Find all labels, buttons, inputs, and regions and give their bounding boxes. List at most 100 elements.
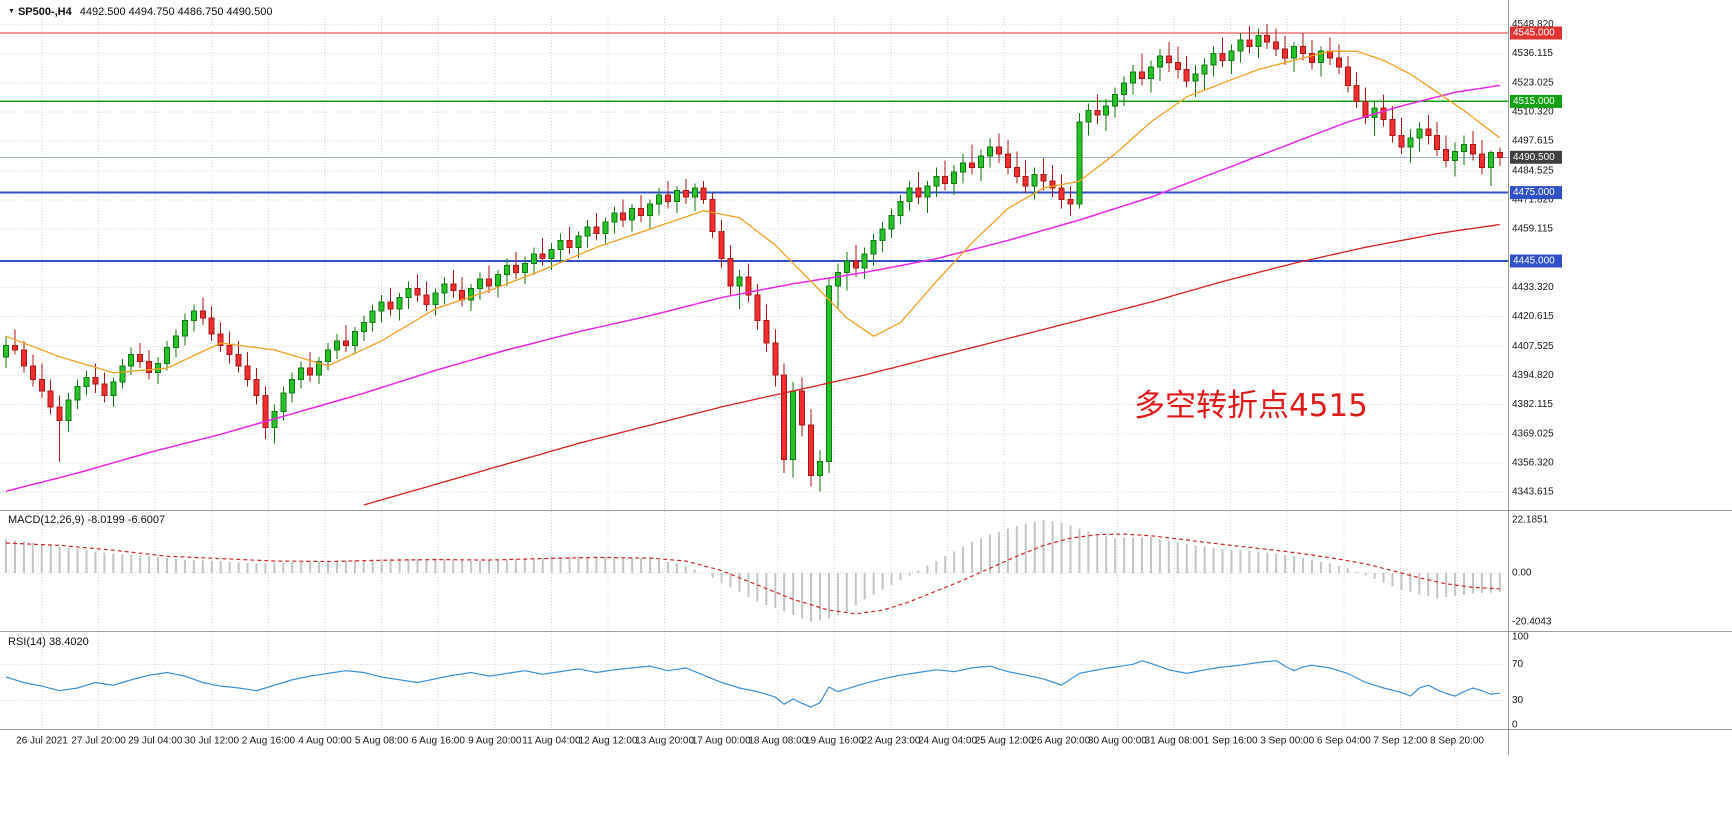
candle-body xyxy=(101,383,108,397)
price-line-badge[interactable] xyxy=(1510,94,1562,108)
rsi-tick-label: 0 xyxy=(1512,720,1518,731)
candle-body xyxy=(754,294,761,321)
candle-body xyxy=(1407,137,1414,148)
candle-body xyxy=(691,187,698,198)
time-label: 8 Sep 20:00 xyxy=(1430,736,1484,747)
candle-body xyxy=(700,187,707,200)
candle-body xyxy=(843,260,850,273)
candle-body xyxy=(870,239,877,255)
time-axis-labels: 26 Jul 2021 27 Jul 20:00 29 Jul 04:00 30 Ju… xyxy=(16,736,1484,747)
candle-body xyxy=(638,208,645,216)
price-tick-label: 4343.615 xyxy=(1512,487,1554,498)
candle-body xyxy=(342,340,349,346)
price-tick-label: 4382.115 xyxy=(1512,399,1553,410)
candle-body xyxy=(709,198,716,232)
candle-body xyxy=(74,385,81,401)
candle-body xyxy=(682,189,689,198)
candle-body xyxy=(1085,110,1092,123)
candle-body xyxy=(915,187,922,198)
candle-body xyxy=(11,344,18,351)
price-line-badge[interactable] xyxy=(1510,26,1562,40)
candle-body xyxy=(593,226,600,235)
time-label: 13 Aug 20:00 xyxy=(635,736,694,747)
candle-body xyxy=(861,253,868,269)
candle-body xyxy=(1094,110,1101,116)
candle-body xyxy=(530,253,537,264)
candle-body xyxy=(718,230,725,260)
chart-annotation[interactable]: 多空转折点4515 xyxy=(1134,388,1368,424)
rsi-tick-label: 100 xyxy=(1512,632,1529,643)
candle-body xyxy=(1040,173,1047,182)
candle-body xyxy=(190,310,197,321)
candle-body xyxy=(3,344,9,358)
candle-body xyxy=(611,212,618,223)
candle-body xyxy=(629,208,636,221)
time-label: 29 Jul 04:00 xyxy=(128,736,183,747)
time-label: 17 Aug 00:00 xyxy=(692,736,751,747)
candle-body xyxy=(477,278,484,289)
macd-tick-label: 22.1851 xyxy=(1512,514,1549,525)
candle-body xyxy=(673,189,680,203)
separators xyxy=(0,0,1732,755)
candle-body xyxy=(83,376,90,387)
candle-body xyxy=(164,347,171,365)
candle-body xyxy=(369,310,376,324)
candle-body xyxy=(1291,46,1298,59)
price-tick-label: 4407.525 xyxy=(1512,341,1554,352)
candle-body xyxy=(548,249,555,260)
candle-body xyxy=(879,228,886,241)
price-line-badge[interactable] xyxy=(1510,150,1562,164)
rsi-indicator-label: RSI(14) 38.4020 xyxy=(8,636,89,648)
candle-body xyxy=(65,399,72,422)
candle-body xyxy=(1434,135,1441,150)
rsi-tick-label: 30 xyxy=(1512,695,1524,706)
candle-body xyxy=(1300,46,1307,55)
candle-body xyxy=(1049,180,1056,189)
macd-signal-line xyxy=(5,533,1500,615)
candle-body xyxy=(1389,119,1396,137)
candle-body xyxy=(1103,105,1110,116)
candle-body xyxy=(906,187,913,203)
candle-body xyxy=(727,258,734,287)
time-label: 27 Jul 20:00 xyxy=(71,736,126,747)
price-tick-label: 4369.025 xyxy=(1512,429,1554,440)
candle-body xyxy=(602,221,609,235)
candle-body xyxy=(172,335,179,349)
candle-body xyxy=(235,353,242,367)
time-label: 22 Aug 23:00 xyxy=(862,736,921,747)
price-line-badge[interactable] xyxy=(1510,186,1562,200)
candle-body xyxy=(1228,50,1235,61)
time-label: 7 Sep 12:00 xyxy=(1373,736,1427,747)
candle-body xyxy=(772,342,779,376)
candle-body xyxy=(736,276,743,287)
candle-body xyxy=(1443,148,1450,162)
macd-indicator-label: MACD(12,26,9) -8.0199 -6.6007 xyxy=(8,514,166,526)
time-label: 31 Aug 08:00 xyxy=(1145,736,1204,747)
price-tick-label: 4471.820 xyxy=(1512,194,1554,205)
ma-slow-red xyxy=(363,223,1500,506)
candle-body xyxy=(289,379,296,394)
candle-body xyxy=(351,331,358,346)
time-label: 11 Aug 04:00 xyxy=(522,736,581,747)
candle-body xyxy=(226,344,233,355)
candle-body xyxy=(799,390,806,426)
candle-body xyxy=(655,194,662,205)
candle-body xyxy=(790,390,797,460)
price-tick-label: 4420.615 xyxy=(1512,311,1554,322)
time-label: 18 Aug 08:00 xyxy=(748,736,807,747)
candle-body xyxy=(620,212,627,221)
candle-body xyxy=(808,424,815,476)
price-tick-label: 4497.615 xyxy=(1512,136,1554,147)
rsi-line xyxy=(5,660,1500,708)
candlesticks xyxy=(3,23,1503,492)
candle-body xyxy=(494,274,501,287)
candle-body xyxy=(1461,144,1468,153)
price-line-badge[interactable] xyxy=(1510,254,1562,268)
candle-body xyxy=(1147,66,1154,80)
candle-body xyxy=(38,379,45,392)
macd-axis-labels: 22.1851 0.00 -20.4043 xyxy=(1512,514,1552,627)
candle-body xyxy=(512,265,519,273)
candle-body xyxy=(781,374,788,460)
candle-body xyxy=(503,265,510,276)
